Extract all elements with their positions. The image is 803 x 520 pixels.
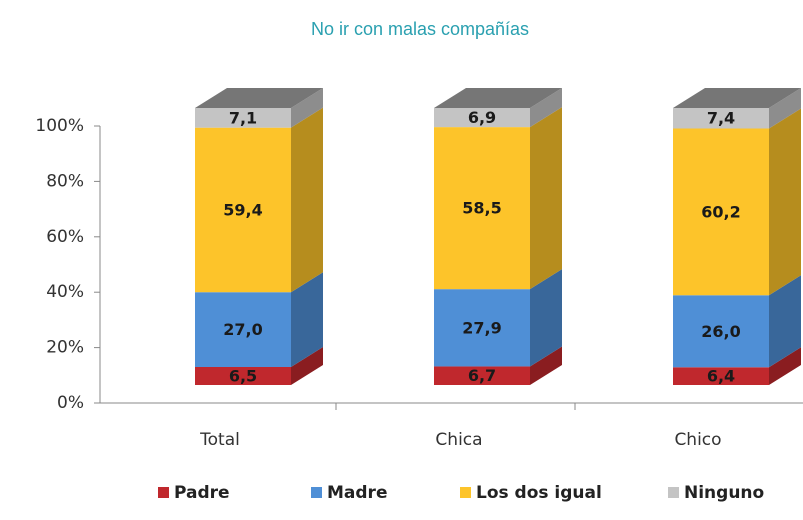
- bar-side: [291, 272, 323, 367]
- bar-front: [673, 128, 769, 296]
- bar-front: [195, 292, 291, 367]
- legend-label: Madre: [327, 483, 387, 503]
- y-tick-label: 0%: [57, 393, 84, 413]
- value-label: 6,4: [707, 367, 735, 386]
- bar-front: [434, 289, 530, 367]
- bar-side: [530, 107, 562, 290]
- bar-side: [291, 346, 323, 385]
- value-label: 26,0: [701, 322, 740, 341]
- y-tick-label: 20%: [46, 338, 84, 358]
- y-tick-label: 80%: [46, 171, 84, 191]
- bar-front: [673, 108, 769, 129]
- bar-top: [673, 88, 801, 108]
- y-tick-label: 100%: [35, 116, 84, 136]
- bar-front: [673, 295, 769, 368]
- legend-label: Los dos igual: [476, 483, 602, 503]
- x-tick-label: Chica: [435, 430, 482, 450]
- value-label: 58,5: [462, 199, 501, 218]
- x-tick-label: Total: [199, 430, 240, 450]
- bar-front: [434, 366, 530, 385]
- value-label: 6,5: [229, 366, 257, 385]
- bar-side: [291, 88, 323, 128]
- bar-side: [530, 269, 562, 367]
- bar-top: [195, 88, 323, 108]
- legend-swatch: [311, 487, 322, 498]
- legend-swatch: [668, 487, 679, 498]
- value-label: 59,4: [223, 200, 262, 219]
- bar-front: [673, 367, 769, 385]
- bar-side: [769, 347, 801, 385]
- value-label: 7,4: [707, 109, 735, 128]
- bar-side: [530, 88, 562, 128]
- x-tick-label: Chico: [674, 430, 721, 450]
- chart-title: No ir con malas compañías: [311, 19, 529, 39]
- y-tick-label: 60%: [46, 227, 84, 247]
- bar-side: [769, 88, 801, 129]
- legend-label: Ninguno: [684, 483, 764, 503]
- bar-front: [434, 108, 530, 128]
- bar-front: [195, 366, 291, 385]
- legend-swatch: [158, 487, 169, 498]
- bar-front: [434, 127, 530, 290]
- value-label: 6,7: [468, 366, 496, 385]
- bar-side: [530, 346, 562, 385]
- legend-swatch: [460, 487, 471, 498]
- value-label: 6,9: [468, 108, 496, 127]
- bar-top: [434, 88, 562, 108]
- bar-front: [195, 108, 291, 128]
- value-label: 27,9: [462, 318, 501, 337]
- bar-side: [769, 275, 801, 368]
- bar-side: [769, 108, 801, 296]
- value-label: 27,0: [223, 320, 262, 339]
- bar-side: [291, 107, 323, 293]
- legend-label: Padre: [174, 483, 230, 503]
- y-tick-label: 40%: [46, 282, 84, 302]
- value-label: 60,2: [701, 202, 740, 221]
- bar-front: [195, 127, 291, 293]
- value-label: 7,1: [229, 108, 257, 127]
